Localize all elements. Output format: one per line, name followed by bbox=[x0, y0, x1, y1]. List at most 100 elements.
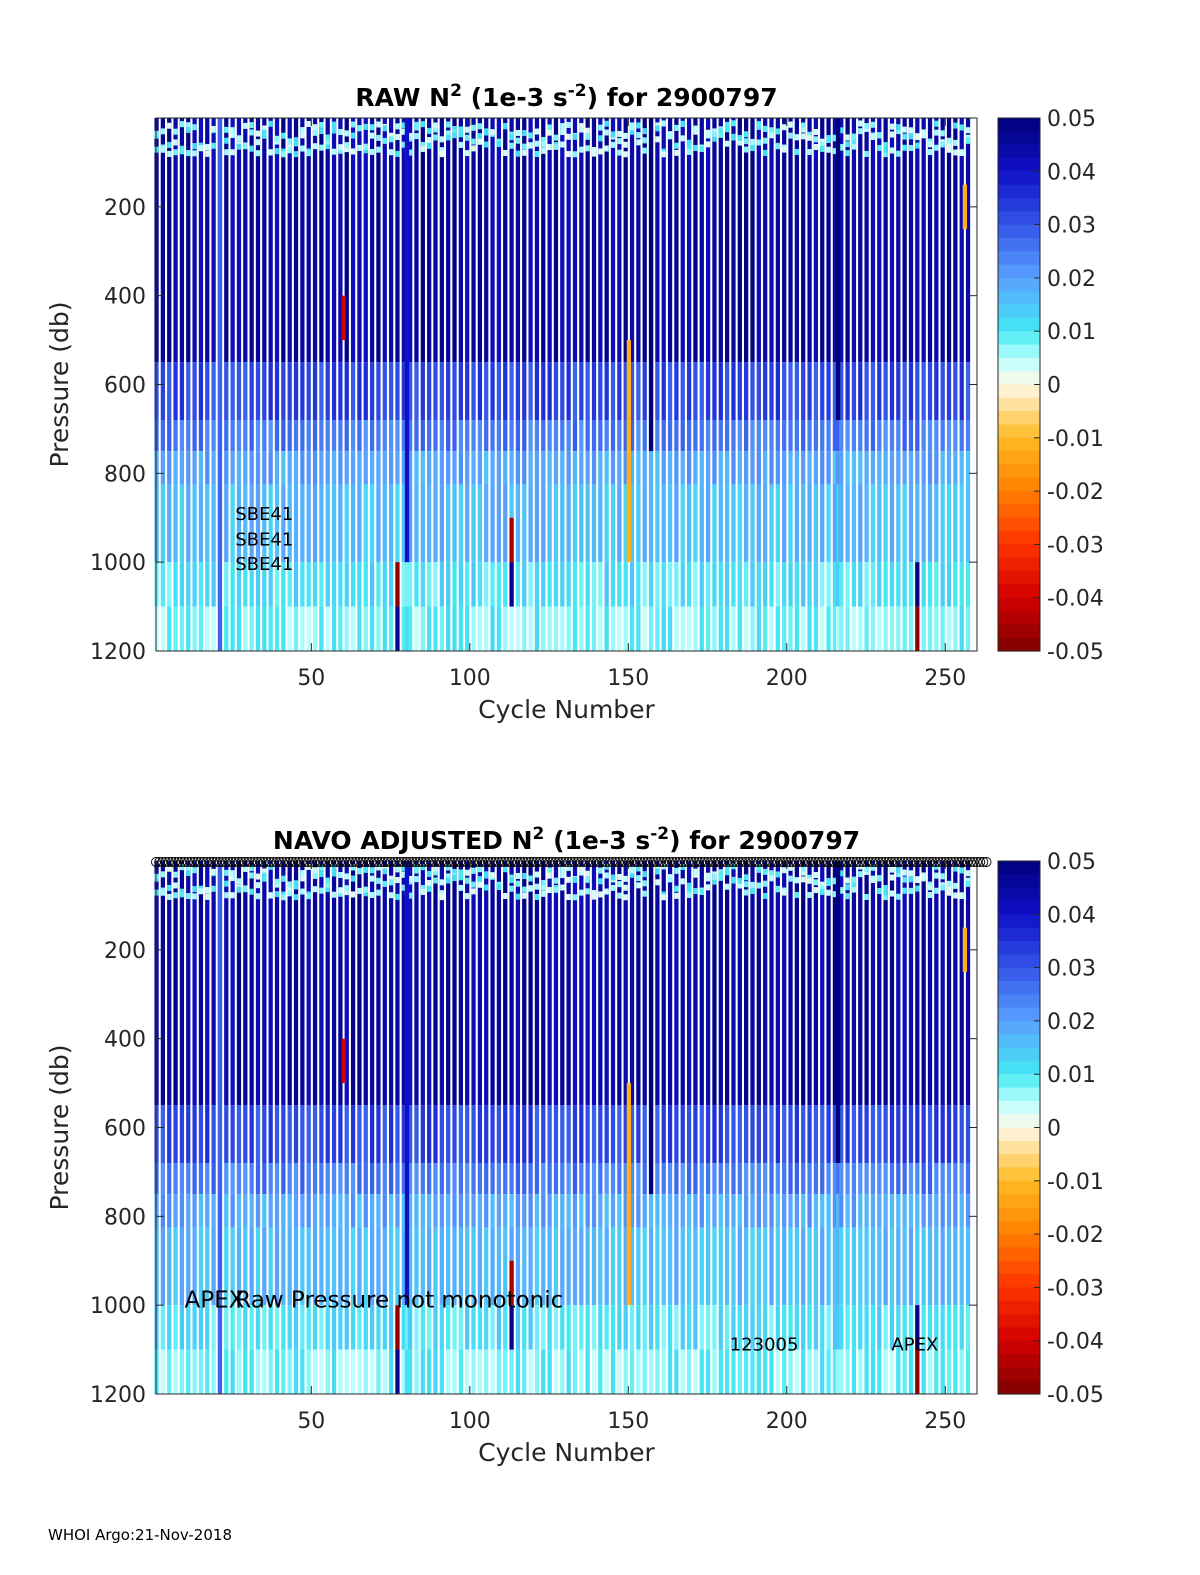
heatmap-cell bbox=[224, 1105, 229, 1164]
profile-column bbox=[826, 861, 831, 1394]
heatmap-cell bbox=[401, 484, 406, 563]
qc-marker bbox=[525, 857, 535, 867]
heatmap-cell bbox=[965, 877, 971, 884]
colorbar-tick-label: 0.04 bbox=[1047, 160, 1096, 185]
heatmap-cell bbox=[465, 451, 470, 485]
heatmap-cell bbox=[401, 141, 406, 148]
heatmap-cell bbox=[281, 118, 286, 363]
heatmap-cell bbox=[851, 606, 857, 651]
heatmap-cell bbox=[446, 420, 451, 452]
heatmap-cell bbox=[788, 1349, 793, 1394]
heatmap-cell bbox=[173, 871, 178, 878]
heatmap-cell bbox=[560, 562, 565, 607]
colorbar-tick-label: 0.05 bbox=[1047, 850, 1096, 875]
heatmap-cell bbox=[598, 118, 603, 363]
heatmap-cell bbox=[287, 562, 292, 607]
heatmap-cell bbox=[953, 149, 958, 156]
heatmap-cell bbox=[509, 142, 514, 149]
profile-column bbox=[427, 861, 432, 1394]
qc-marker bbox=[746, 857, 757, 867]
heatmap-cell bbox=[433, 420, 438, 452]
profile-column bbox=[782, 118, 787, 651]
heatmap-cell bbox=[889, 606, 895, 651]
colorbar-segment bbox=[998, 624, 1040, 639]
heatmap-cell bbox=[725, 126, 730, 133]
heatmap-cell bbox=[680, 1194, 685, 1228]
heatmap-cell bbox=[547, 887, 552, 894]
heatmap-cell bbox=[585, 145, 590, 152]
qc-marker bbox=[601, 857, 612, 867]
heatmap-cell bbox=[420, 1194, 425, 1228]
heatmap-cell bbox=[325, 451, 330, 485]
heatmap-cell bbox=[186, 1349, 191, 1394]
heatmap-cell bbox=[541, 136, 546, 143]
heatmap-cell bbox=[205, 606, 210, 651]
heatmap-cell bbox=[243, 1349, 248, 1394]
heatmap-cell bbox=[471, 867, 476, 874]
heatmap-cell bbox=[420, 888, 425, 895]
profile-column bbox=[807, 861, 812, 1394]
profile-column bbox=[604, 118, 609, 651]
heatmap-cell bbox=[801, 869, 806, 876]
heatmap-cell bbox=[560, 1163, 565, 1195]
heatmap-cell bbox=[744, 131, 749, 138]
colorbar-segment bbox=[998, 237, 1040, 252]
qc-marker bbox=[962, 857, 973, 867]
heatmap-cell bbox=[940, 861, 945, 1106]
heatmap-cell bbox=[883, 889, 888, 896]
heatmap-cell bbox=[835, 1163, 841, 1195]
heatmap-cell bbox=[629, 1105, 635, 1164]
heatmap-cell bbox=[927, 149, 933, 156]
heatmap-cell bbox=[325, 881, 330, 888]
heatmap-cell bbox=[915, 362, 920, 421]
profile-column bbox=[427, 118, 432, 651]
heatmap-cell bbox=[807, 118, 812, 363]
heatmap-cell bbox=[858, 484, 863, 563]
heatmap-cell bbox=[737, 420, 742, 452]
qc-marker bbox=[296, 857, 307, 867]
heatmap-cell bbox=[471, 420, 476, 452]
heatmap-cell bbox=[369, 861, 375, 1106]
heatmap-cell bbox=[484, 118, 489, 363]
heatmap-cell bbox=[807, 891, 812, 898]
heatmap-cell bbox=[725, 1105, 730, 1164]
heatmap-cell bbox=[946, 1105, 952, 1164]
profile-column bbox=[408, 861, 413, 1394]
heatmap-cell bbox=[813, 451, 819, 485]
profile-column bbox=[236, 861, 242, 1394]
qc-marker bbox=[914, 857, 925, 867]
heatmap-cell bbox=[350, 864, 356, 871]
heatmap-cell bbox=[813, 1194, 819, 1228]
heatmap-cell bbox=[718, 1305, 723, 1350]
heatmap-cell bbox=[705, 420, 711, 452]
colorbar-segment bbox=[998, 251, 1040, 266]
heatmap-cell bbox=[934, 861, 939, 1106]
heatmap-cell bbox=[807, 131, 812, 138]
heatmap-cell bbox=[617, 1227, 622, 1306]
colorbar-segment bbox=[998, 424, 1040, 439]
qc-marker bbox=[715, 857, 726, 867]
heatmap-cell bbox=[490, 606, 495, 651]
heatmap-cell bbox=[420, 1305, 425, 1350]
qc-marker bbox=[341, 857, 352, 867]
heatmap-cell bbox=[889, 420, 895, 452]
qc-marker bbox=[322, 857, 333, 867]
heatmap-cell bbox=[528, 1227, 533, 1306]
heatmap-cell bbox=[293, 484, 299, 563]
heatmap-cell bbox=[528, 132, 533, 139]
heatmap-cell bbox=[959, 893, 964, 900]
heatmap-cell bbox=[807, 1194, 812, 1228]
profile-column bbox=[477, 861, 483, 1394]
profile-column bbox=[667, 118, 673, 651]
heatmap-cell bbox=[731, 1105, 736, 1164]
heatmap-cell bbox=[433, 362, 438, 421]
heatmap-cell bbox=[382, 1105, 387, 1164]
profile-column bbox=[667, 861, 673, 1394]
heatmap-cell bbox=[965, 1105, 971, 1164]
heatmap-cell bbox=[896, 1349, 901, 1394]
heatmap-cell bbox=[870, 864, 876, 871]
heatmap-cell bbox=[902, 562, 907, 607]
heatmap-cell bbox=[889, 362, 895, 421]
heatmap-cell bbox=[293, 883, 299, 890]
heatmap-cell bbox=[965, 420, 971, 452]
